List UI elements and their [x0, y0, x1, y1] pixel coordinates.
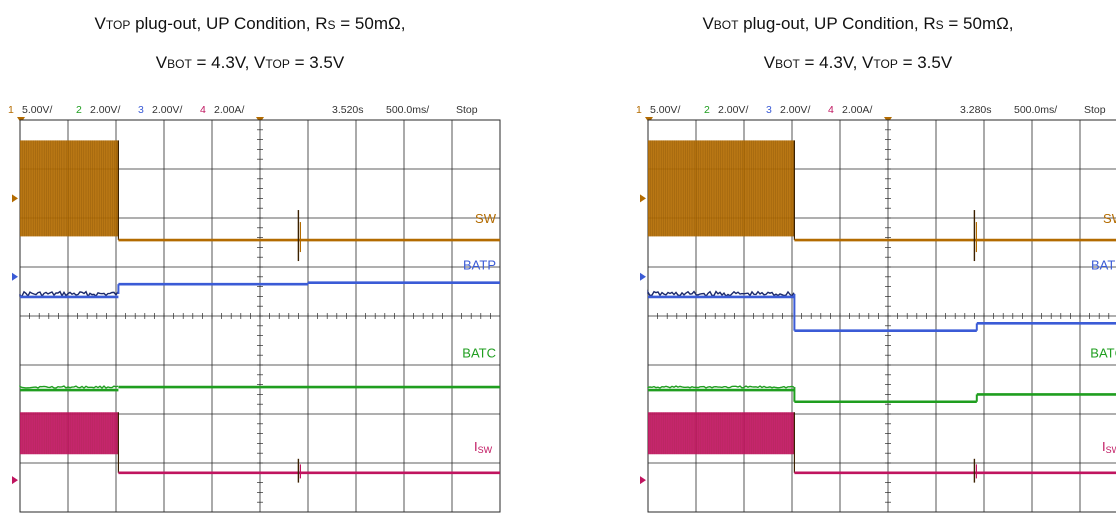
header-text-5: 2.00V/	[780, 104, 810, 116]
header-text-4: 3	[766, 104, 772, 116]
left-panel: VTOP plug-out, UP Condition, RS = 50mΩ, …	[0, 0, 501, 514]
trace-sw-hatch	[647, 140, 794, 237]
channel-marker-2	[12, 476, 18, 485]
trace-isw-switching	[20, 412, 119, 455]
header-text-7: 2.00A/	[842, 104, 872, 116]
trace-isw-hatch	[19, 412, 118, 455]
trace-batc	[647, 385, 1116, 404]
header-text-0: 1	[636, 104, 642, 116]
header-text-9: 500.0ms/	[386, 104, 429, 116]
left-oscilloscope: 1 5.00V/2 2.00V/3 2.00V/4 2.00A/3.520s 500.0m…	[0, 96, 501, 514]
trace-sw-switching	[20, 140, 119, 237]
header-text-6: 4	[828, 104, 834, 116]
header-text-7: 2.00A/	[214, 104, 244, 116]
channel-marker-0	[12, 194, 18, 203]
trace-batc	[19, 385, 500, 392]
trace-label-batp: BATP	[1091, 257, 1116, 272]
header-text-1: 5.00V/	[22, 104, 52, 116]
header-text-8: 3.280s	[960, 104, 992, 116]
trace-sw	[647, 140, 1116, 262]
trace-label-batp: BATP	[463, 257, 496, 272]
right-oscilloscope: 1 5.00V/2 2.00V/3 2.00V/4 2.00A/3.280s 500.0m…	[628, 96, 1116, 514]
right-title-line2: VBOT = 4.3V, VTOP = 3.5V	[763, 53, 953, 72]
trace-sw-switching	[648, 140, 795, 237]
trace-batc-before-noise	[19, 385, 119, 389]
header-text-1: 5.00V/	[650, 104, 680, 116]
channel-marker-1	[12, 272, 18, 281]
scope-header: 1 5.00V/2 2.00V/3 2.00V/4 2.00A/3.520s 500.0m…	[8, 104, 478, 116]
header-text-9: 500.0ms/	[1014, 104, 1057, 116]
right-scope-svg: 1 5.00V/2 2.00V/3 2.00V/4 2.00A/3.280s 500.0m…	[636, 104, 1116, 513]
trace-label-batc: BATC	[462, 346, 496, 361]
trace-label-sw: SW	[475, 211, 497, 226]
left-title-line2: VBOT = 4.3V, VTOP = 3.5V	[155, 53, 345, 72]
trace-label-sw: SW	[1103, 211, 1116, 226]
header-text-2: 2	[704, 104, 710, 116]
header-text-5: 2.00V/	[152, 104, 182, 116]
header-text-6: 4	[200, 104, 206, 116]
header-text-10: Stop	[456, 104, 478, 116]
left-scope-svg: 1 5.00V/2 2.00V/3 2.00V/4 2.00A/3.520s 500.0m…	[8, 104, 501, 513]
trace-sw	[19, 140, 500, 262]
trace-batc-before-noise	[647, 385, 795, 389]
left-title-line1: VTOP plug-out, UP Condition, RS = 50mΩ,	[94, 14, 406, 33]
channel-marker-2	[640, 476, 646, 485]
channel-marker-1	[640, 272, 646, 281]
right-panel: VBOT plug-out, UP Condition, RS = 50mΩ, …	[628, 0, 1116, 514]
trace-sw-hatch	[19, 140, 118, 237]
trace-isw-hatch	[647, 412, 794, 455]
trace-label-batc: BATC	[1090, 346, 1116, 361]
header-text-4: 3	[138, 104, 144, 116]
scope-header: 1 5.00V/2 2.00V/3 2.00V/4 2.00A/3.280s 500.0m…	[636, 104, 1106, 116]
channel-marker-0	[640, 194, 646, 203]
trace-batp	[19, 281, 500, 299]
header-text-3: 2.00V/	[90, 104, 120, 116]
header-text-8: 3.520s	[332, 104, 364, 116]
header-text-0: 1	[8, 104, 14, 116]
trace-isw	[19, 412, 500, 483]
header-text-10: Stop	[1084, 104, 1106, 116]
trace-isw-switching	[648, 412, 795, 455]
trace-batp	[647, 289, 1116, 332]
trace-batp-before-noise	[19, 290, 119, 298]
trace-batp-before-noise	[647, 289, 795, 298]
header-text-3: 2.00V/	[718, 104, 748, 116]
trace-label-isw-sub: SW	[1106, 445, 1116, 455]
header-text-2: 2	[76, 104, 82, 116]
trace-isw	[647, 412, 1116, 483]
trace-label-isw-sub: SW	[478, 445, 493, 455]
right-title-line1: VBOT plug-out, UP Condition, RS = 50mΩ,	[702, 14, 1014, 33]
